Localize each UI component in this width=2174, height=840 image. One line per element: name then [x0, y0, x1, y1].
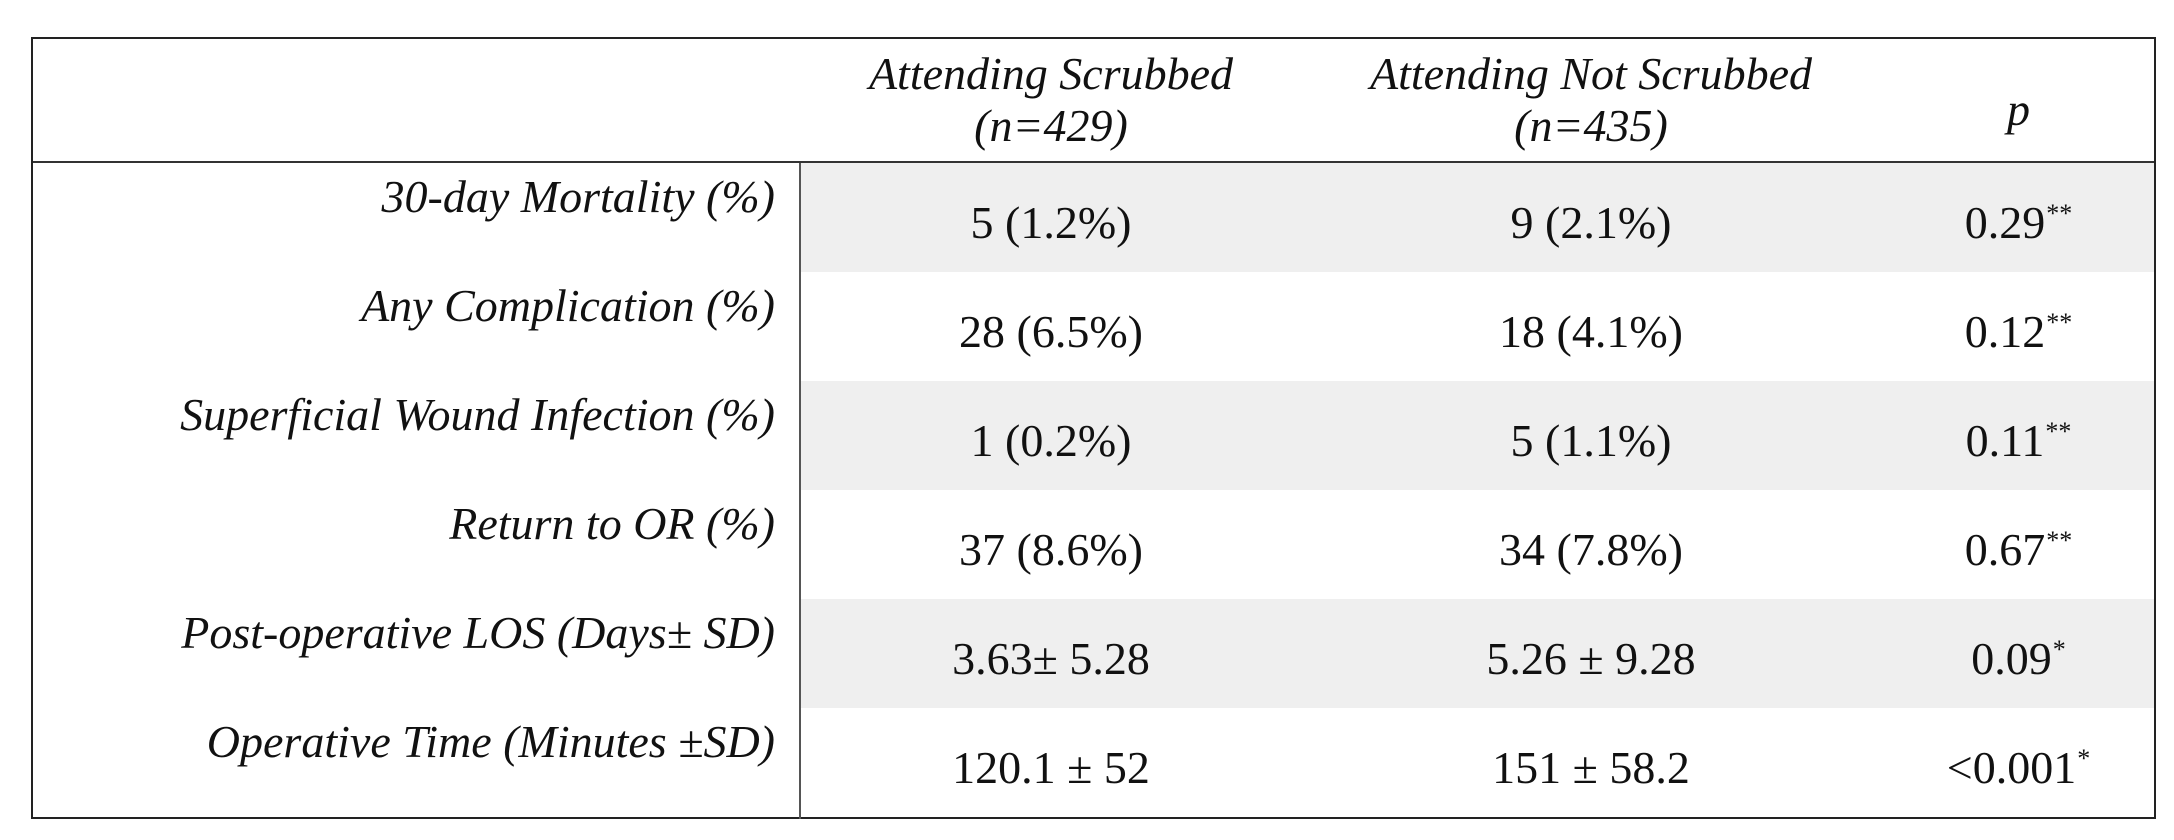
- results-table: Attending Scrubbed (n=429) Attending Not…: [31, 37, 2156, 819]
- table-row: 30-day Mortality (%) 5 (1.2%) 9 (2.1%) 0…: [33, 163, 2154, 272]
- cell-p-value: <0.001*: [1881, 738, 2156, 798]
- row-label: Superficial Wound Infection (%): [180, 389, 775, 440]
- cell-scrubbed: 120.1 ± 52: [952, 742, 1150, 793]
- header-attending-scrubbed: Attending Scrubbed (n=429): [801, 39, 1301, 161]
- p-marker: **: [2046, 526, 2073, 555]
- cell-p-value: 0.12**: [1881, 302, 2156, 362]
- row-label: Post-operative LOS (Days± SD): [181, 607, 775, 658]
- row-shading: [801, 381, 2154, 490]
- cell-not-scrubbed: 5.26 ± 9.28: [1486, 633, 1696, 684]
- cell-p-value: 0.09*: [1881, 629, 2156, 689]
- cell-scrubbed: 3.63± 5.28: [952, 633, 1150, 684]
- table-row: Operative Time (Minutes ±SD) 120.1 ± 52 …: [33, 708, 2154, 817]
- p-marker: **: [2045, 417, 2072, 446]
- cell-p-value: 0.29**: [1881, 193, 2156, 253]
- table-row: Return to OR (%) 37 (8.6%) 34 (7.8%) 0.6…: [33, 490, 2154, 599]
- p-value: 0.67: [1964, 524, 2046, 575]
- table-row: Superficial Wound Infection (%) 1 (0.2%)…: [33, 381, 2154, 490]
- cell-not-scrubbed: 5 (1.1%): [1510, 415, 1672, 466]
- row-label: Operative Time (Minutes ±SD): [206, 716, 775, 767]
- header-attending-not-scrubbed: Attending Not Scrubbed (n=435): [1301, 39, 1881, 161]
- cell-scrubbed: 5 (1.2%): [970, 197, 1132, 248]
- row-shading: [801, 599, 2154, 708]
- header-col1-n: (n=429): [974, 100, 1128, 151]
- table-row: Any Complication (%) 28 (6.5%) 18 (4.1%)…: [33, 272, 2154, 381]
- p-value: 0.11: [1965, 415, 2045, 466]
- header-col1-title: Attending Scrubbed: [868, 48, 1234, 99]
- cell-scrubbed: 1 (0.2%): [970, 415, 1132, 466]
- p-marker: *: [2052, 635, 2066, 664]
- column-divider: [799, 163, 801, 819]
- p-marker: **: [2046, 199, 2073, 228]
- header-col2-n: (n=435): [1514, 100, 1668, 151]
- p-value: <0.001: [1946, 742, 2077, 793]
- row-label: Any Complication (%): [361, 280, 775, 331]
- cell-scrubbed: 28 (6.5%): [959, 306, 1143, 357]
- cell-p-value: 0.11**: [1881, 411, 2156, 471]
- cell-not-scrubbed: 18 (4.1%): [1499, 306, 1683, 357]
- table-row: Post-operative LOS (Days± SD) 3.63± 5.28…: [33, 599, 2154, 708]
- header-p-value: p: [1881, 39, 2156, 161]
- p-value: 0.29: [1964, 197, 2046, 248]
- row-label: 30-day Mortality (%): [381, 171, 775, 222]
- row-label: Return to OR (%): [449, 498, 775, 549]
- cell-not-scrubbed: 34 (7.8%): [1499, 524, 1683, 575]
- cell-not-scrubbed: 9 (2.1%): [1510, 197, 1672, 248]
- header-col3-title: p: [2007, 84, 2030, 135]
- row-shading: [801, 163, 2154, 272]
- p-value: 0.09: [1971, 633, 2052, 684]
- p-marker: **: [2046, 308, 2073, 337]
- cell-not-scrubbed: 151 ± 58.2: [1492, 742, 1690, 793]
- header-col2-title: Attending Not Scrubbed: [1369, 48, 1813, 99]
- cell-p-value: 0.67**: [1881, 520, 2156, 580]
- p-value: 0.12: [1964, 306, 2046, 357]
- table-header: Attending Scrubbed (n=429) Attending Not…: [33, 39, 2154, 163]
- p-marker: *: [2077, 744, 2091, 773]
- table-body: 30-day Mortality (%) 5 (1.2%) 9 (2.1%) 0…: [33, 163, 2154, 819]
- cell-scrubbed: 37 (8.6%): [959, 524, 1143, 575]
